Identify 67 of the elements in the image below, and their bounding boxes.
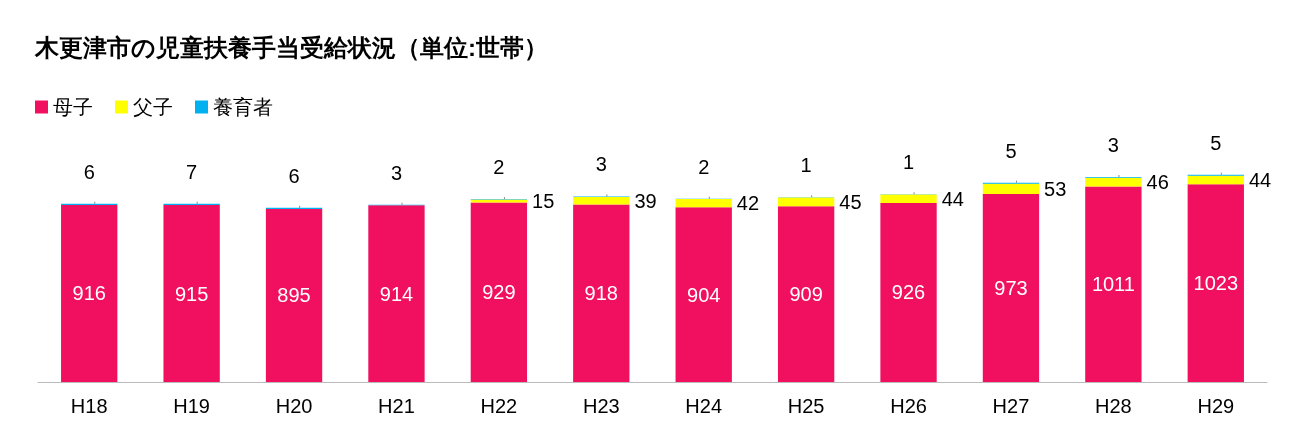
bar [573, 196, 630, 205]
data-label: 1 [902, 151, 915, 174]
x-tick-label: H18 [70, 395, 108, 417]
data-label: 2 [493, 156, 505, 179]
bar [1085, 177, 1142, 187]
data-label: 1011 [1091, 273, 1135, 296]
data-label: 909 [789, 283, 823, 306]
data-label: 2 [698, 155, 710, 178]
data-label: 1 [800, 154, 812, 177]
bar [61, 204, 118, 382]
bar [880, 202, 937, 382]
bar [470, 202, 528, 382]
data-label: 914 [379, 282, 414, 305]
data-label: 3 [595, 153, 607, 176]
bar [982, 183, 1040, 194]
legend-label: 養育者 [213, 96, 273, 118]
bar [368, 205, 425, 382]
x-tick-label: H27 [992, 395, 1030, 417]
legend-label: 母子 [53, 96, 93, 118]
legend-label: 父子 [133, 96, 173, 118]
data-label: 918 [584, 282, 618, 305]
x-tick-label: H21 [378, 395, 415, 417]
bar [265, 208, 323, 382]
bar [777, 206, 835, 382]
x-tick-label: H22 [480, 395, 518, 417]
data-label: 7 [186, 160, 198, 183]
data-label: 53 [1044, 177, 1067, 200]
bar [880, 194, 937, 203]
data-label: 3 [390, 161, 403, 184]
data-label: 5 [1210, 131, 1222, 154]
chart-title: 木更津市の児童扶養手当受給状況（単位:世帯） [34, 33, 548, 61]
data-label: 42 [736, 192, 760, 215]
x-tick-label: H19 [173, 395, 210, 417]
data-label: 904 [687, 283, 721, 306]
data-label: 916 [72, 282, 106, 305]
data-label: 5 [1005, 139, 1017, 162]
bar [1085, 186, 1142, 382]
data-label: 973 [994, 276, 1028, 299]
x-tick-label: H28 [1095, 395, 1132, 417]
data-label: 929 [482, 281, 516, 304]
bar [1187, 175, 1244, 185]
data-label: 926 [891, 281, 926, 304]
x-tick-label: H29 [1197, 395, 1235, 417]
data-label: 39 [634, 189, 657, 212]
data-label: 3 [1107, 134, 1119, 157]
data-label: 1023 [1193, 272, 1239, 295]
data-label: 6 [83, 160, 95, 183]
bar [777, 197, 835, 207]
bar [675, 199, 732, 208]
data-label: 45 [839, 190, 862, 213]
x-tick-label: H20 [275, 395, 313, 417]
bar [163, 205, 220, 382]
x-tick-label: H26 [890, 395, 927, 417]
data-label: 44 [1248, 168, 1272, 191]
data-label: 895 [277, 284, 311, 307]
x-tick-label: H23 [582, 395, 620, 417]
x-tick-label: H25 [787, 395, 825, 417]
bar [675, 207, 732, 382]
bar [573, 204, 630, 382]
data-label: 46 [1146, 171, 1169, 194]
data-label: 15 [532, 189, 555, 212]
x-tick-label: H24 [685, 395, 723, 417]
data-label: 44 [941, 187, 964, 210]
data-label: 915 [174, 282, 209, 305]
bar [1187, 184, 1244, 382]
data-label: 6 [288, 164, 300, 187]
bar [982, 193, 1040, 382]
